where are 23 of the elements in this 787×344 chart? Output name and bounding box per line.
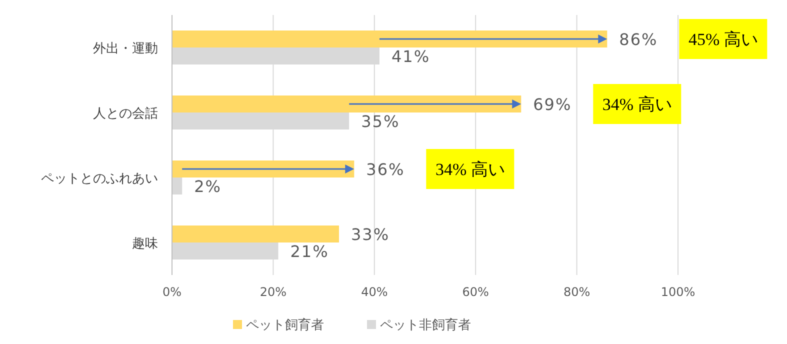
legend-label: ペット非飼育者: [380, 317, 471, 333]
y-tick-label: 外出・運動: [93, 42, 158, 56]
x-tick-label: 100%: [660, 285, 696, 299]
x-tick-label: 40%: [361, 285, 388, 299]
x-tick-label: 60%: [462, 285, 489, 299]
text: 69%: [533, 95, 572, 114]
y-tick-label: ペットとのふれあい: [41, 172, 158, 186]
text: 2%: [194, 177, 222, 196]
text: 35%: [361, 112, 400, 131]
x-tick-label: 80%: [563, 285, 590, 299]
y-tick-label: 人との会話: [93, 106, 158, 122]
text: 45% 高い: [688, 30, 758, 49]
x-tick-label: 0%: [162, 285, 182, 299]
text: 33%: [350, 225, 390, 244]
text: 86%: [619, 30, 658, 49]
x-tick-label: 20%: [260, 285, 287, 299]
annotation: 34% 高い: [435, 160, 505, 179]
legend-label: ペット飼育者: [246, 317, 324, 333]
text: 36%: [366, 160, 405, 179]
y-tick-label: 趣味: [132, 236, 158, 252]
text: 41%: [391, 47, 430, 66]
annotation: 34% 高い: [602, 95, 672, 114]
text: 21%: [290, 242, 329, 261]
